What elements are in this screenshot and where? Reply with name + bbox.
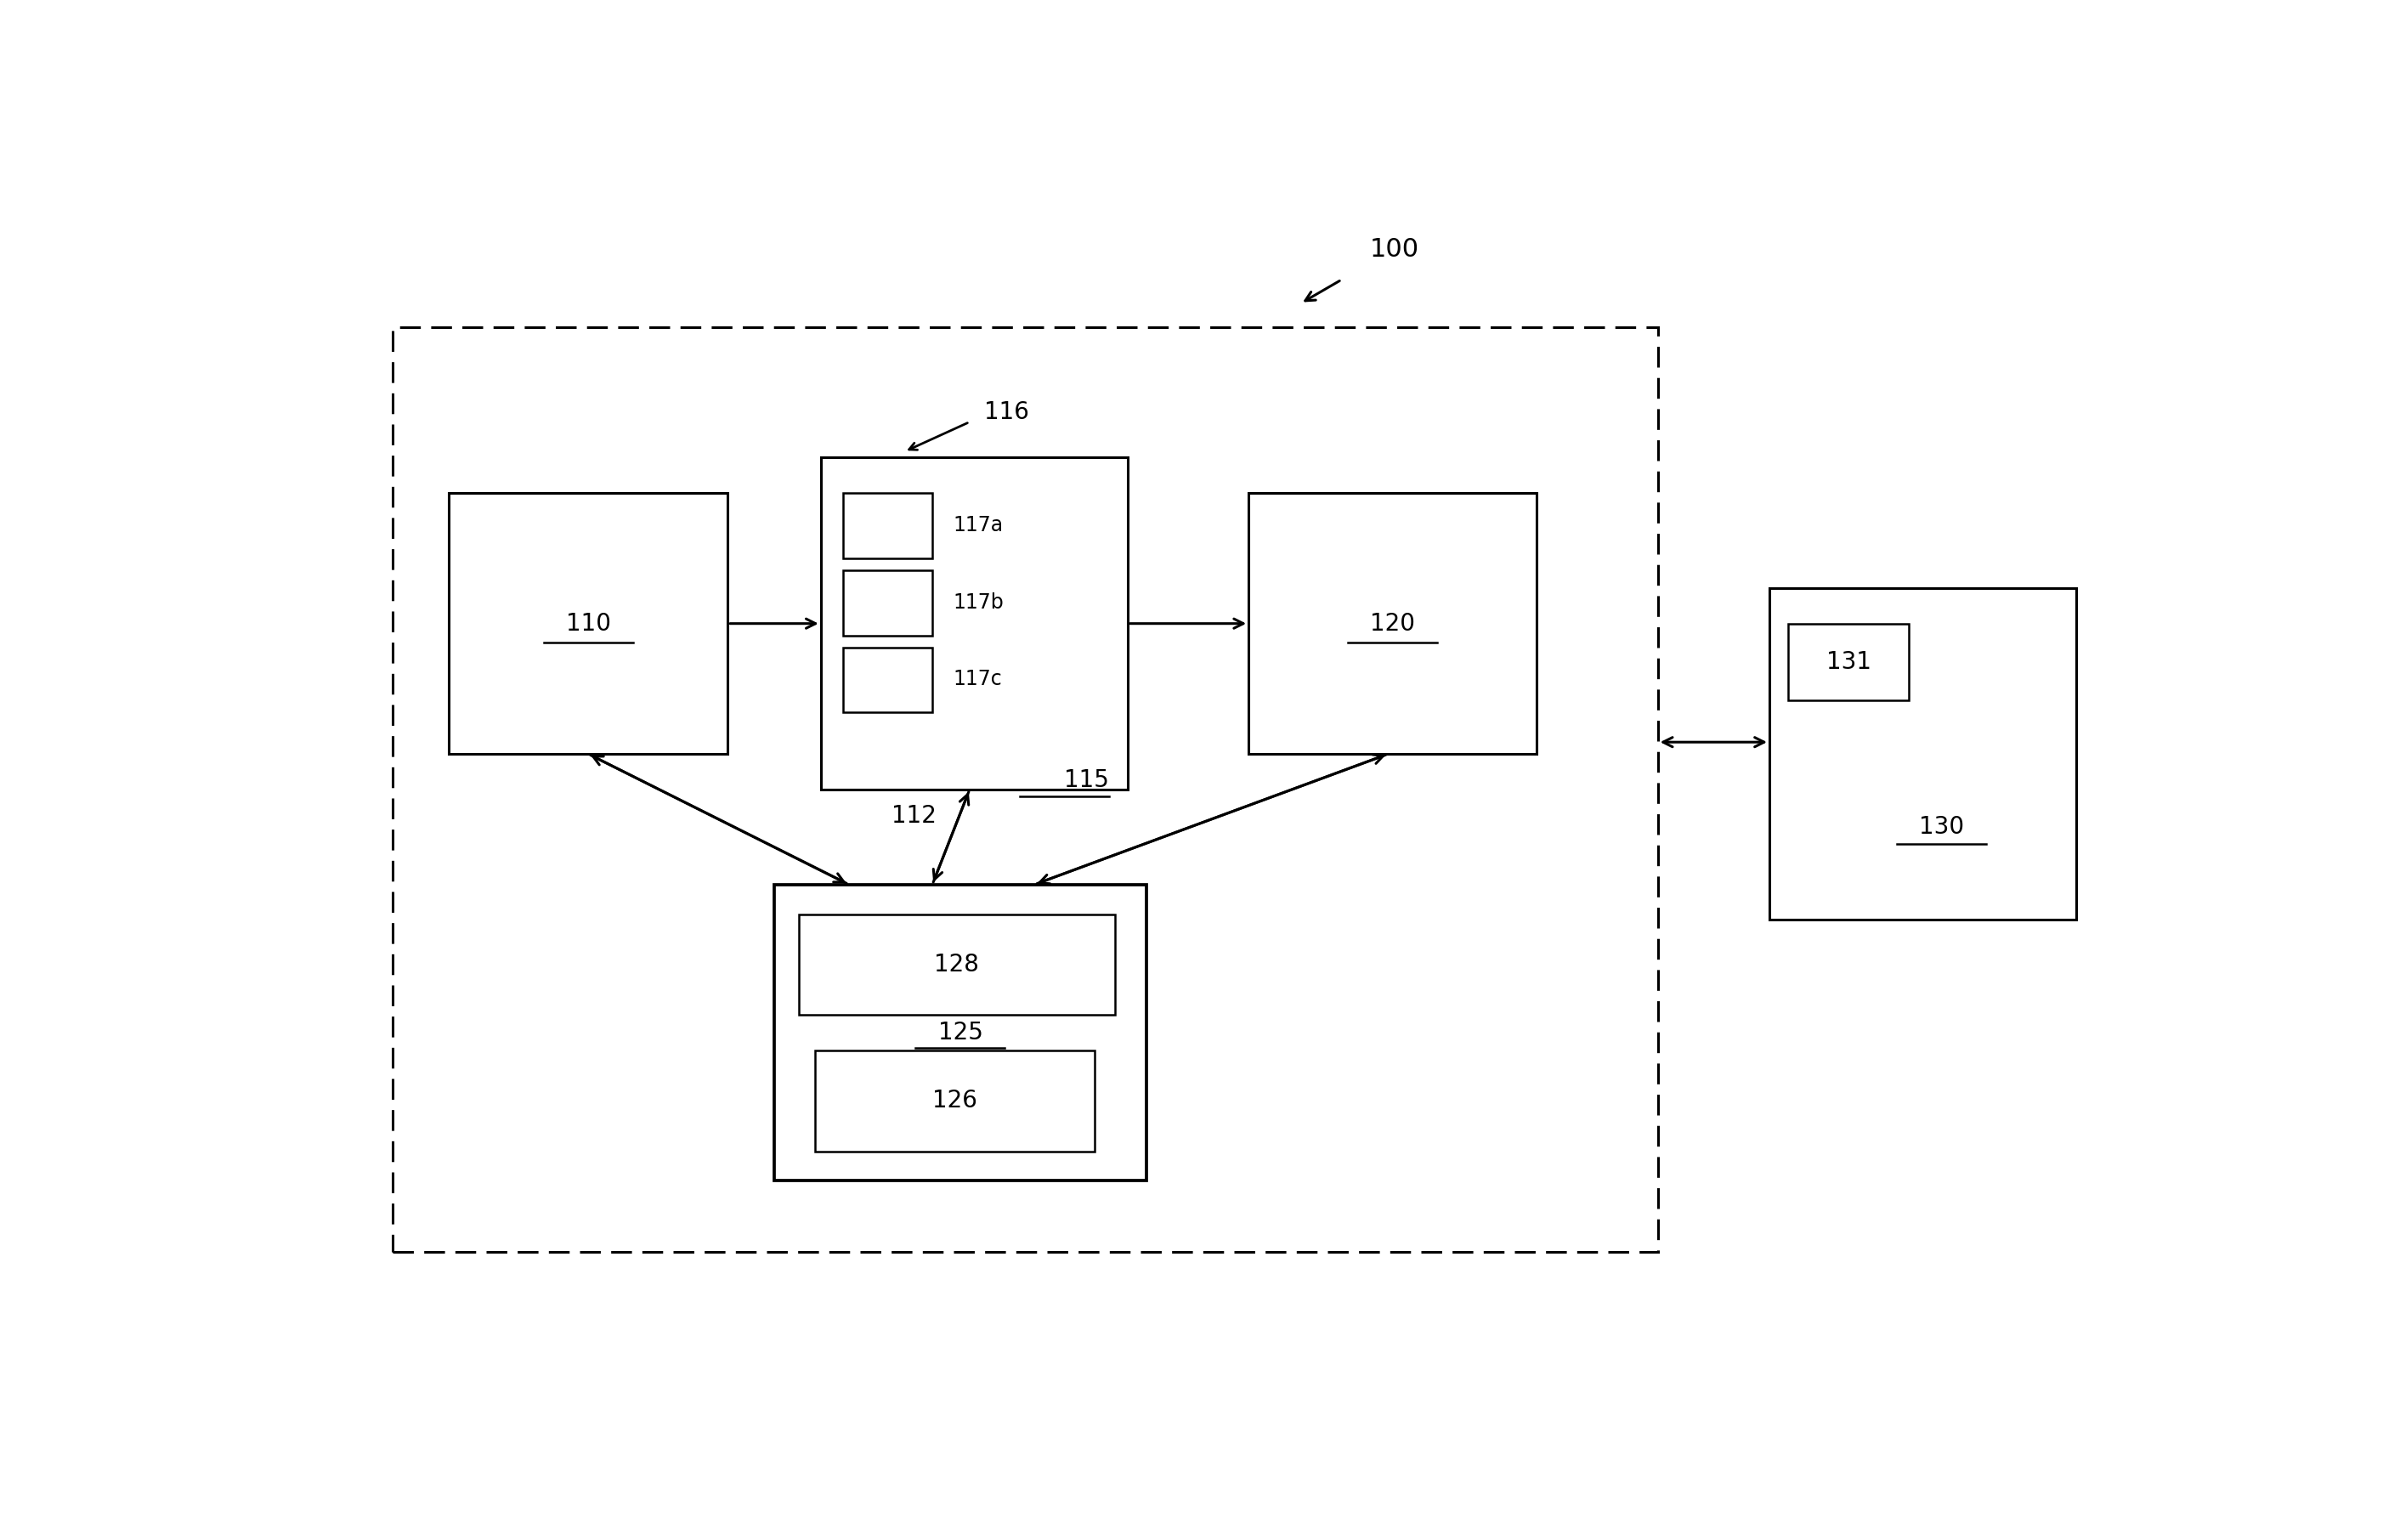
Bar — [775, 884, 1147, 1181]
Text: 117b: 117b — [953, 591, 1003, 613]
Bar — [842, 647, 931, 713]
Text: 110: 110 — [566, 611, 612, 636]
Bar — [799, 915, 1114, 1015]
Text: 128: 128 — [934, 953, 979, 976]
Bar — [842, 570, 931, 636]
Text: 120: 120 — [1370, 611, 1416, 636]
Text: 130: 130 — [1920, 815, 1963, 839]
Bar — [1788, 624, 1908, 701]
Bar — [821, 457, 1128, 790]
Text: 126: 126 — [931, 1089, 977, 1113]
Text: 100: 100 — [1370, 237, 1418, 262]
Text: 112: 112 — [890, 804, 936, 827]
Text: 117c: 117c — [953, 668, 1001, 690]
Text: 115: 115 — [1063, 768, 1109, 792]
Bar — [816, 1050, 1094, 1152]
Bar — [394, 326, 1658, 1252]
Bar — [1769, 588, 2076, 919]
Text: 116: 116 — [984, 400, 1030, 425]
Text: 125: 125 — [938, 1021, 982, 1044]
Text: 131: 131 — [1826, 650, 1872, 675]
Bar — [842, 493, 931, 559]
Bar — [1248, 493, 1536, 755]
Bar — [449, 493, 727, 755]
Text: 117a: 117a — [953, 514, 1003, 536]
